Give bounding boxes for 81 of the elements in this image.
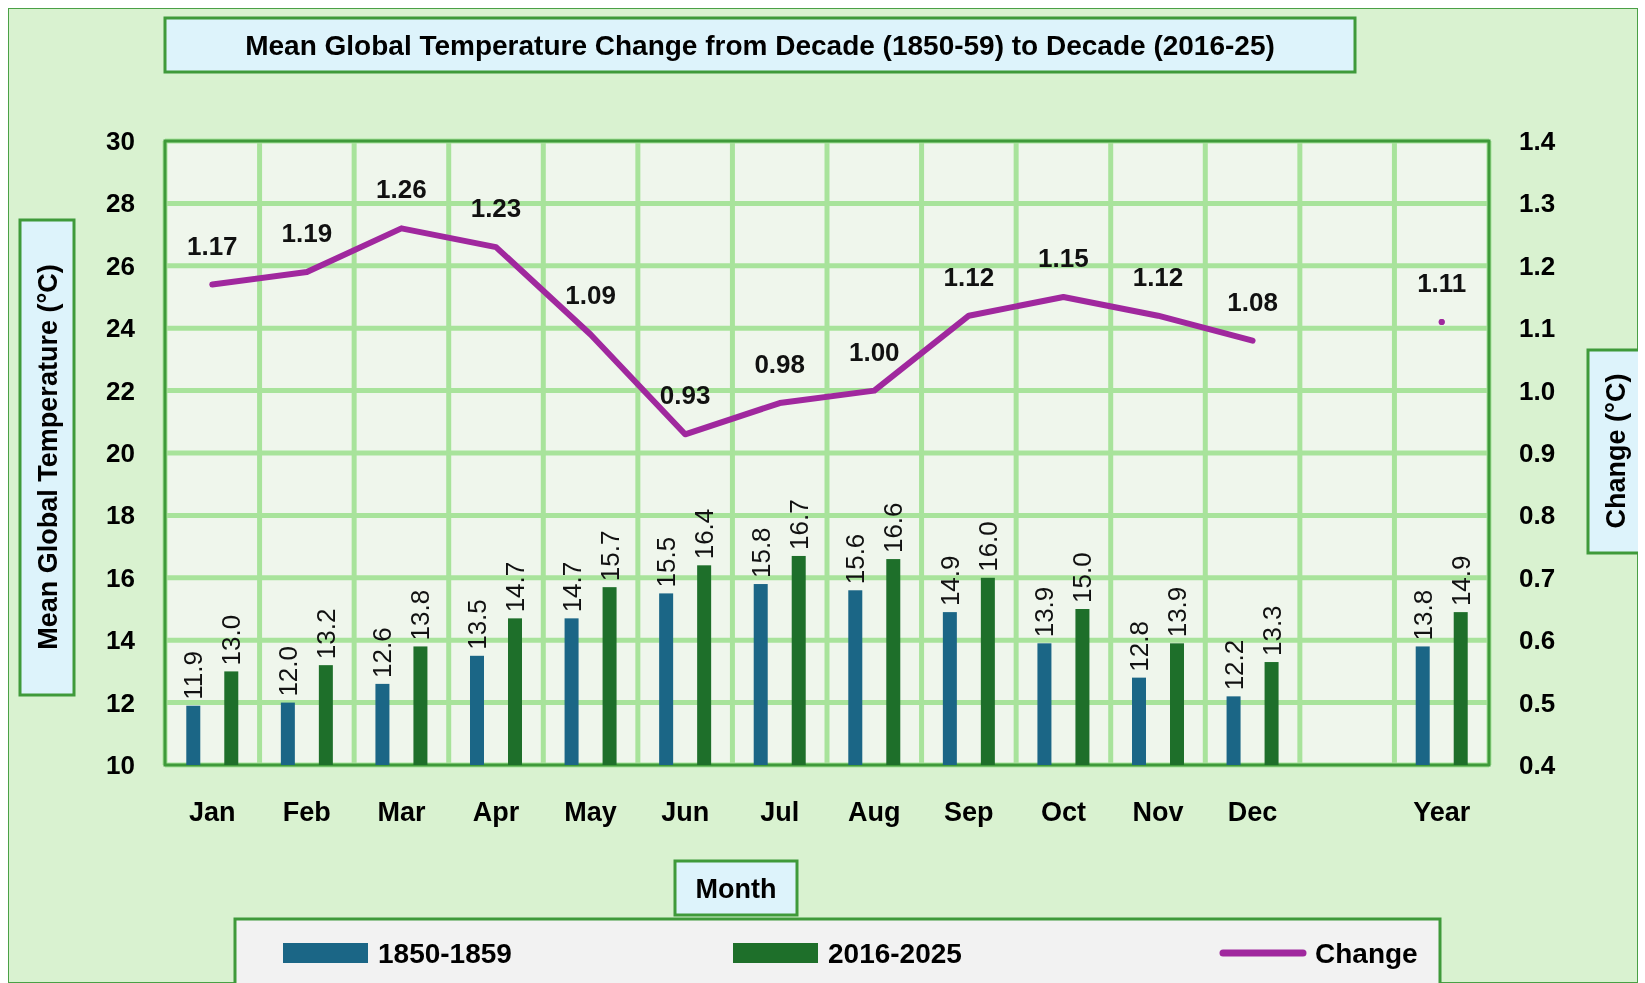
y2-tick-label: 1.2 xyxy=(1519,250,1556,281)
x-tick-label: May xyxy=(564,797,617,827)
data-label: 1.17 xyxy=(186,230,238,261)
x-tick-label: Sep xyxy=(944,797,994,827)
data-label: 1.09 xyxy=(565,280,616,311)
data-label: 15.0 xyxy=(1067,552,1098,603)
legend-label: 1850-1859 xyxy=(378,938,512,969)
x-tick-label: Jul xyxy=(760,797,800,827)
data-label: 1.12 xyxy=(1132,261,1184,292)
y2-tick-label: 0.5 xyxy=(1519,687,1556,718)
y2-axis-title: Change (°C) xyxy=(1601,373,1631,529)
data-label: 13.5 xyxy=(462,599,492,650)
y-tick-label: 18 xyxy=(106,500,135,531)
data-label: 14.7 xyxy=(556,561,587,613)
y-tick-label: 26 xyxy=(106,250,135,281)
data-label: 0.98 xyxy=(754,349,806,380)
data-label: 0.93 xyxy=(659,380,711,411)
data-label: 13.2 xyxy=(310,608,341,660)
data-label: 1.08 xyxy=(1227,286,1278,317)
data-label: 1.11 xyxy=(1417,267,1467,298)
y-tick-label: 22 xyxy=(106,375,135,406)
data-label: 13.9 xyxy=(1162,586,1192,638)
y2-tick-label: 0.6 xyxy=(1519,625,1556,656)
y2-tick-label: 1.1 xyxy=(1519,313,1556,344)
x-tick-label: Nov xyxy=(1132,797,1184,827)
data-label: 1.26 xyxy=(376,174,427,205)
data-label: 13.8 xyxy=(1407,589,1438,641)
y-tick-label: 12 xyxy=(106,687,135,718)
data-label: 13.0 xyxy=(216,614,247,666)
data-label: 16.6 xyxy=(878,502,909,554)
data-label: 1.23 xyxy=(470,193,522,224)
data-label: 16.7 xyxy=(783,499,814,550)
data-label: 15.6 xyxy=(840,533,871,585)
x-tick-label: Aug xyxy=(848,797,901,827)
data-label: 16.4 xyxy=(689,508,720,560)
data-label: 11.9 xyxy=(178,651,209,700)
data-label: 12.0 xyxy=(272,645,303,697)
data-label: 15.8 xyxy=(745,527,776,579)
y-tick-label: 14 xyxy=(106,625,136,656)
data-label: 16.0 xyxy=(972,521,1003,572)
y-tick-label: 24 xyxy=(106,313,136,344)
legend-label: 2016-2025 xyxy=(828,938,962,969)
x-tick-label: Feb xyxy=(282,797,331,827)
y-tick-label: 10 xyxy=(106,750,135,780)
y-tick-label: 28 xyxy=(106,188,135,219)
y-tick-label: 30 xyxy=(106,126,135,156)
data-label: 14.7 xyxy=(500,561,530,613)
data-label: 12.6 xyxy=(367,627,398,678)
data-label: 14.9 xyxy=(934,555,965,607)
y2-tick-label: 0.4 xyxy=(1519,750,1556,780)
y2-tick-label: 0.8 xyxy=(1519,500,1556,531)
data-label: 13.8 xyxy=(405,589,436,641)
y2-tick-label: 0.9 xyxy=(1519,438,1556,468)
y-axis-title: Mean Global Temperature (°C) xyxy=(33,264,63,650)
data-label: 1.12 xyxy=(943,261,995,292)
data-label: 1.00 xyxy=(848,336,900,367)
y2-tick-label: 1.4 xyxy=(1519,126,1556,156)
y-tick-label: 16 xyxy=(106,562,135,593)
y-tick-label: 20 xyxy=(106,438,135,468)
y2-tick-label: 0.7 xyxy=(1519,562,1556,593)
data-label: 14.9 xyxy=(1445,555,1476,607)
data-label: 1.19 xyxy=(281,218,333,249)
x-tick-label: Dec xyxy=(1227,797,1278,827)
x-tick-label: Mar xyxy=(377,797,426,827)
legend-label: Change xyxy=(1315,938,1418,969)
y2-tick-label: 1.3 xyxy=(1519,188,1556,219)
chart-title: Mean Global Temperature Change from Decade (1850-59) to Decade (2016-25) xyxy=(245,30,1275,61)
data-label: 13.9 xyxy=(1029,586,1060,638)
data-label: 1.15 xyxy=(1038,243,1089,273)
x-tick-label: Apr xyxy=(472,797,520,827)
data-label: 12.8 xyxy=(1124,621,1154,672)
x-axis-title: Month xyxy=(695,874,777,904)
data-label: 12.2 xyxy=(1218,639,1249,691)
x-tick-label: Jun xyxy=(661,797,710,827)
y2-tick-label: 1.0 xyxy=(1519,375,1556,406)
data-label: 15.5 xyxy=(651,536,682,588)
x-tick-label: Year xyxy=(1413,797,1471,827)
data-label: 13.3 xyxy=(1256,605,1287,657)
x-tick-label: Oct xyxy=(1040,797,1086,827)
x-tick-label: Jan xyxy=(189,797,236,827)
data-label: 15.7 xyxy=(594,530,625,582)
